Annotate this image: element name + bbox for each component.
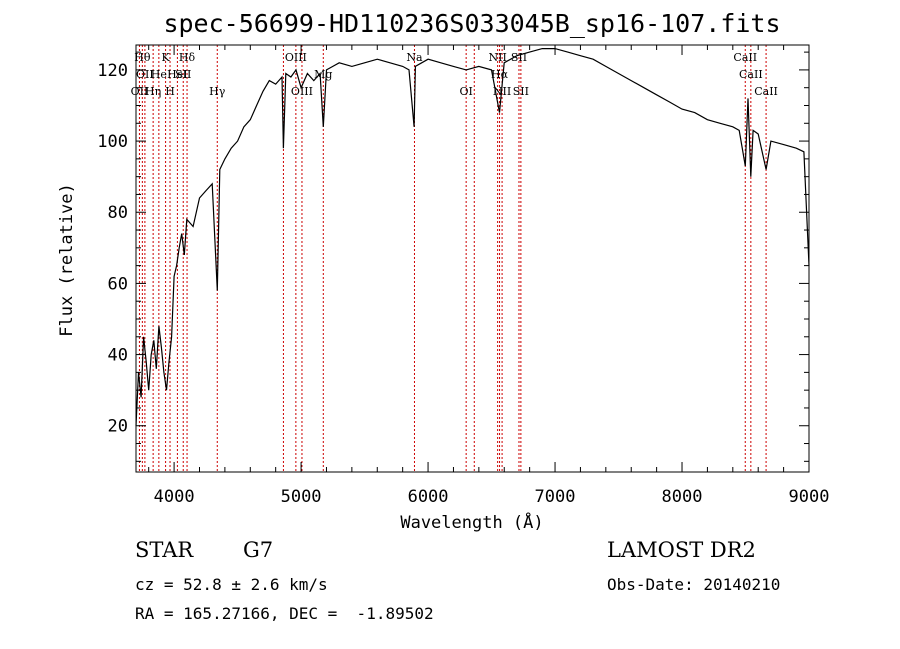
line-marker-label: OII: [136, 68, 154, 81]
line-marker-label: Hδ: [179, 51, 196, 64]
axis-ticks: [136, 45, 810, 472]
line-marker-label: Mg: [314, 68, 332, 81]
x-tick-label: 9000: [789, 487, 830, 507]
line-marker-label: OI: [459, 85, 472, 98]
survey-name: LAMOST DR2: [607, 538, 756, 562]
object-class: STAR: [135, 538, 194, 562]
coordinates-readout: RA = 165.27166, DEC = -1.89502: [135, 604, 434, 623]
line-marker-label: Hγ: [209, 85, 226, 98]
line-marker-label: NII: [488, 51, 506, 64]
x-tick-label: 7000: [535, 487, 576, 507]
x-tick-label: 6000: [408, 487, 449, 507]
line-marker-label: OIII: [285, 51, 307, 64]
spectrum-line: [135, 48, 810, 426]
observation-date: Obs-Date: 20140210: [607, 575, 781, 594]
line-marker-label: OIII: [291, 85, 313, 98]
y-axis-label: Flux (relative): [57, 183, 77, 337]
x-tick-label: 4000: [154, 487, 195, 507]
line-marker-label: CaII: [754, 85, 778, 98]
chart-title: spec-56699-HD110236S033045B_sp16-107.fit…: [163, 9, 780, 38]
x-axis-label: Wavelength (Å): [400, 511, 543, 533]
line-marker-label: CaII: [739, 68, 763, 81]
line-marker-label: K: [161, 51, 170, 64]
line-marker-labels: OIIHθOIIHηHeKHHeISIIHδHγOIIIOIIIMgNaOINI…: [131, 51, 778, 98]
plot-frame: [135, 44, 810, 473]
y-tick-label: 120: [97, 61, 128, 81]
line-markers: [138, 45, 767, 472]
object-subclass: G7: [243, 538, 274, 562]
line-marker-label: SII: [175, 68, 191, 81]
line-marker-label: Na: [406, 51, 423, 64]
line-marker-label: Hη: [145, 85, 161, 98]
y-tick-label: 40: [108, 346, 128, 366]
redshift-readout: cz = 52.8 ± 2.6 km/s: [135, 575, 328, 594]
y-tick-label: 100: [97, 132, 128, 152]
line-marker-label: Hα: [491, 68, 509, 81]
line-marker-label: HeI: [167, 68, 187, 81]
line-marker-label: SII: [513, 85, 529, 98]
line-marker-label: H: [165, 85, 175, 98]
line-marker-label: He: [151, 68, 167, 81]
line-marker-label: SII: [511, 51, 527, 64]
line-marker-label: CaII: [733, 51, 757, 64]
line-marker-label: NII: [493, 85, 511, 98]
line-marker-label: Hθ: [134, 51, 151, 64]
y-tick-label: 60: [108, 274, 128, 294]
y-tick-label: 80: [108, 203, 128, 223]
x-tick-label: 8000: [662, 487, 703, 507]
line-marker-label: OII: [131, 85, 149, 98]
y-tick-label: 20: [108, 417, 128, 437]
x-tick-label: 5000: [281, 487, 322, 507]
axis-tick-labels: 4000 5000 6000 7000 8000 9000 20 40 60 80 100 120: [97, 61, 829, 507]
